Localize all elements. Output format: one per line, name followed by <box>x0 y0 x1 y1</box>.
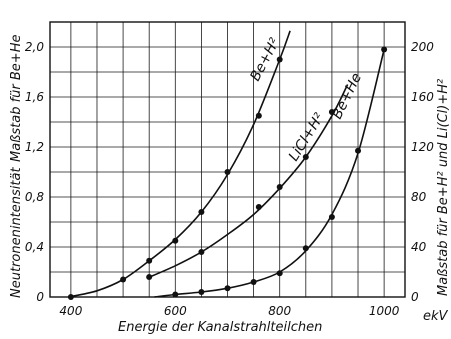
data-point-be-he <box>172 291 179 298</box>
y-tick-label-left: 2,0 <box>25 40 44 54</box>
data-point-licl-h <box>146 274 153 280</box>
data-point-be-he <box>302 245 309 252</box>
data-point-licl-h <box>198 249 205 255</box>
plot-frame <box>49 21 406 298</box>
data-point-be-he <box>328 214 335 220</box>
data-point-be-he <box>198 289 205 295</box>
data-point-be-he <box>276 270 283 277</box>
x-tick-label: 400 <box>59 304 82 318</box>
curve-be-h <box>68 30 291 298</box>
curve-licl-h <box>146 84 349 280</box>
y-tick-label-right: 0 <box>411 290 419 304</box>
y-tick-label-right: 200 <box>411 40 434 54</box>
y-tick-label-left: 0,4 <box>25 240 44 254</box>
curve-be-he <box>154 49 385 298</box>
data-point-be-h <box>67 294 74 300</box>
series-curves <box>68 30 385 298</box>
data-point-be-h <box>255 112 262 119</box>
y-tick-label-right: 160 <box>411 90 434 104</box>
data-point-be-he <box>381 46 388 53</box>
y-tick-label-left: 0,8 <box>25 190 44 204</box>
tick-labels: 400 600 800 1000 0 0,4 0,8 1,2 1,6 2,0 0 40 80 120 160… <box>25 40 434 318</box>
data-point-be-h <box>276 56 283 63</box>
y-axis-label-right: Maßstab für Be+H² und Li(Cl)+H² <box>436 79 451 296</box>
data-point-licl-h <box>276 184 283 190</box>
y-axis-label-left-bottom: Neutronenintensität <box>9 167 24 298</box>
data-point-be-he <box>355 147 362 154</box>
data-point-licl-h <box>255 204 262 210</box>
x-axis-label: Energie der Kanalstrahlteilchen <box>118 320 322 335</box>
y-tick-label-left: 1,6 <box>25 90 44 104</box>
data-point-be-h <box>224 169 231 175</box>
y-tick-label-right: 40 <box>411 240 427 254</box>
data-point-licl-h <box>302 154 309 160</box>
y-tick-label-left: 1,2 <box>25 140 44 154</box>
x-tick-label: 800 <box>268 304 291 318</box>
y-axis-label-left-top: Maßstab für Be+He <box>9 35 24 162</box>
data-point-be-h <box>120 276 127 283</box>
data-point-licl-h <box>328 109 335 115</box>
x-tick-label: 600 <box>164 304 187 318</box>
data-point-be-h <box>146 257 153 264</box>
y-tick-label-right: 120 <box>411 140 434 154</box>
data-point-be-he <box>224 285 231 292</box>
grid <box>50 22 405 297</box>
x-axis-unit: ekV <box>423 309 449 324</box>
data-point-be-h <box>172 237 179 244</box>
data-points <box>67 46 388 300</box>
y-tick-label-left: 0 <box>36 290 44 304</box>
y-tick-label-right: 80 <box>411 190 427 204</box>
x-tick-label: 1000 <box>369 304 400 318</box>
series-label-be-he: Be+He <box>329 71 365 122</box>
data-point-be-h <box>198 209 205 215</box>
data-point-be-he <box>250 279 257 285</box>
